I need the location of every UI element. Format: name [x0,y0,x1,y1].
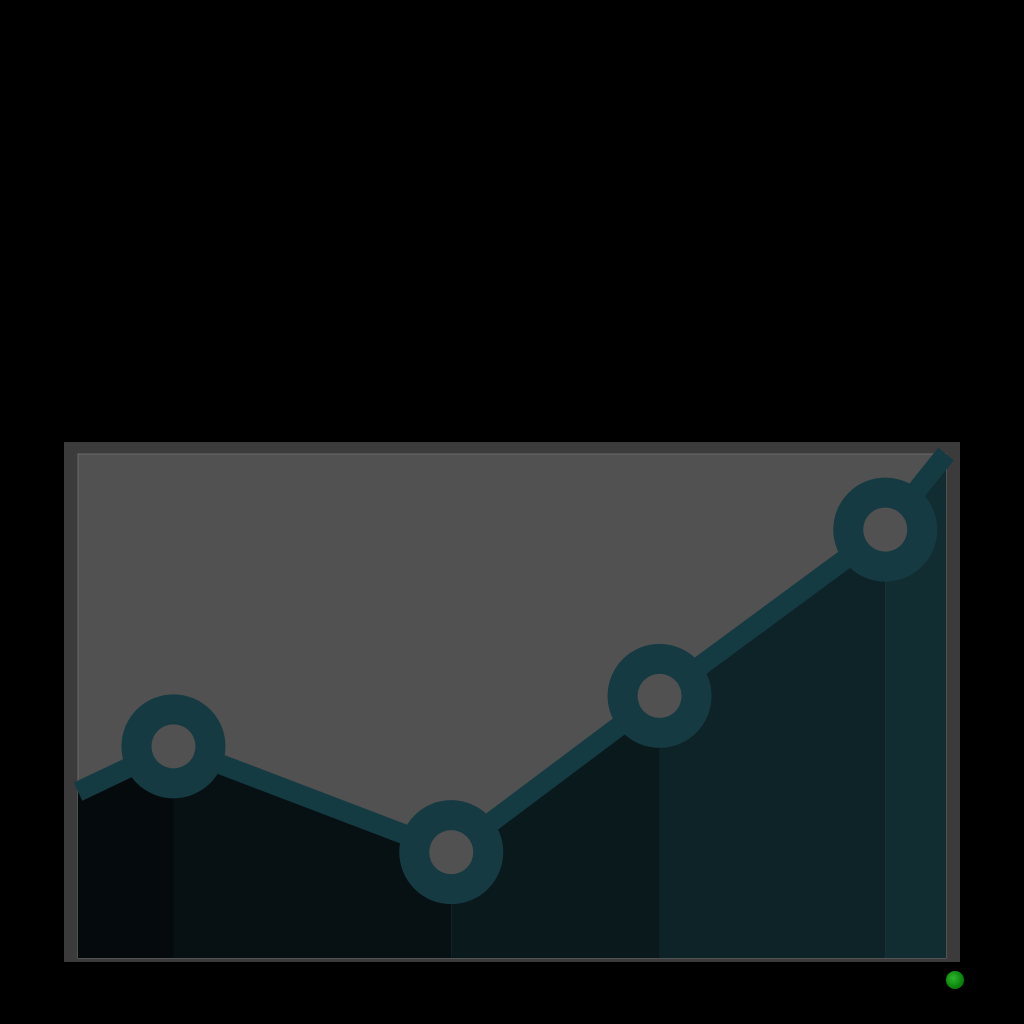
marker-center [863,507,908,552]
data-point-marker [833,477,938,582]
marker-center [637,673,682,718]
data-point-marker [121,694,226,799]
marker-layer [121,477,938,905]
green-dot-icon [946,971,964,989]
area-segment [451,695,660,958]
area-segment [659,529,886,958]
area-fill-layer [78,454,946,958]
marker-center [429,830,474,875]
data-point-marker [399,800,504,905]
area-segment [885,454,946,958]
data-point-marker [607,643,712,748]
area-segment [173,746,452,958]
area-segment [78,746,174,958]
marker-center [151,724,196,769]
